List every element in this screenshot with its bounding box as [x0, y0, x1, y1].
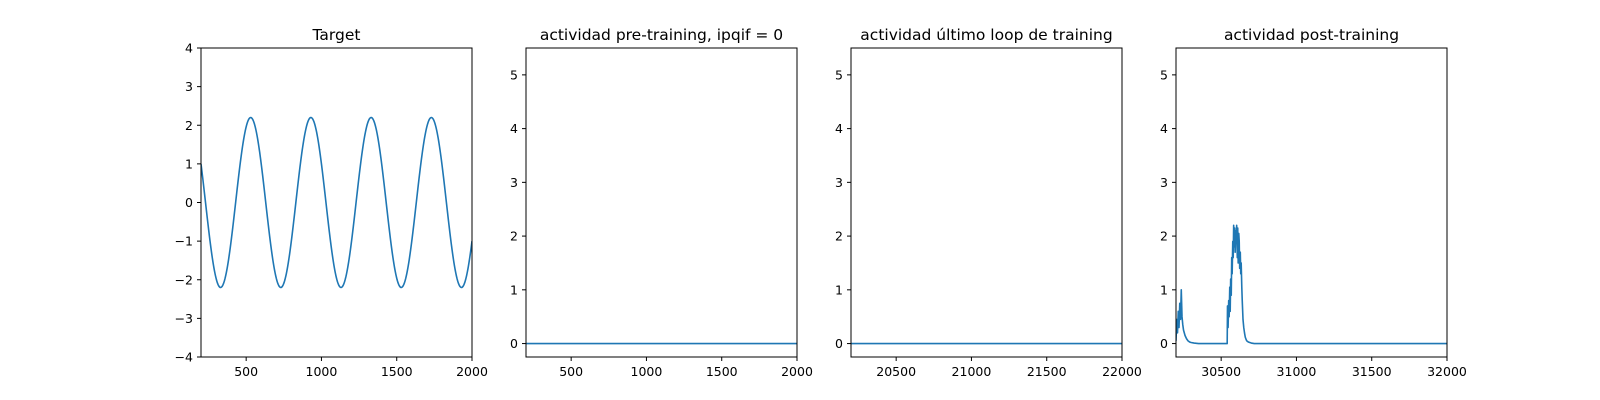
y-tick-label: 5 [1160, 67, 1168, 82]
y-tick-label: 2 [510, 229, 518, 244]
x-tick-label: 2000 [781, 364, 813, 379]
y-tick-label: −2 [175, 272, 193, 287]
y-tick-label: 0 [1160, 336, 1168, 351]
axes-frame [850, 47, 1123, 358]
chart-title: actividad post-training [1224, 26, 1399, 44]
y-tick-label: 0 [185, 195, 193, 210]
y-tick-label: 1 [1160, 282, 1168, 297]
y-tick-label: −1 [175, 234, 193, 249]
chart-panel-2: actividad pre-training, ipqif = 0 500 1000… [510, 26, 813, 379]
chart-title: Target [312, 26, 361, 44]
y-tick-label: 3 [1160, 175, 1168, 190]
y-tick-label: 1 [185, 156, 193, 171]
x-tick-label: 22000 [1102, 364, 1142, 379]
y-tick-label: 3 [510, 175, 518, 190]
x-tick-label: 500 [559, 364, 583, 379]
axes-frame [525, 47, 798, 358]
y-tick-label: −3 [175, 311, 193, 326]
y-tick-label: 1 [835, 282, 843, 297]
x-tick-label: 20500 [876, 364, 916, 379]
x-tick-label: 21500 [1027, 364, 1067, 379]
y-tick-label: 2 [185, 118, 193, 133]
chart-panel-1: Target 500 1000 1500 2000 −4 −3 −2 −1 0 1 2 3 4 [175, 26, 488, 379]
chart-title: actividad último loop de training [860, 26, 1112, 44]
axes-frame [1175, 47, 1448, 358]
y-tick-label: 0 [510, 336, 518, 351]
x-tick-label: 1000 [306, 364, 338, 379]
series-line-1 [1176, 224, 1447, 345]
series-line-1 [201, 116, 472, 289]
x-tick-label: 500 [234, 364, 258, 379]
x-tick-label: 2000 [456, 364, 488, 379]
x-tick-label: 1500 [381, 364, 413, 379]
y-tick-label: 4 [1160, 121, 1168, 136]
y-tick-label: −4 [175, 350, 193, 365]
y-tick-label: 4 [835, 121, 843, 136]
x-tick-label: 1500 [706, 364, 738, 379]
y-tick-label: 5 [835, 67, 843, 82]
x-tick-label: 31000 [1277, 364, 1317, 379]
x-tick-label: 30500 [1201, 364, 1241, 379]
x-tick-label: 32000 [1427, 364, 1467, 379]
y-tick-label: 0 [835, 336, 843, 351]
x-tick-label: 21000 [952, 364, 992, 379]
y-tick-label: 4 [510, 121, 518, 136]
x-tick-label: 31500 [1352, 364, 1392, 379]
chart-title: actividad pre-training, ipqif = 0 [540, 26, 783, 44]
y-tick-label: 5 [510, 67, 518, 82]
y-tick-label: 3 [835, 175, 843, 190]
x-tick-label: 1000 [631, 364, 663, 379]
y-tick-label: 1 [510, 282, 518, 297]
y-tick-label: 2 [1160, 229, 1168, 244]
y-tick-label: 2 [835, 229, 843, 244]
y-tick-label: 4 [185, 41, 193, 56]
y-tick-label: 3 [185, 79, 193, 94]
